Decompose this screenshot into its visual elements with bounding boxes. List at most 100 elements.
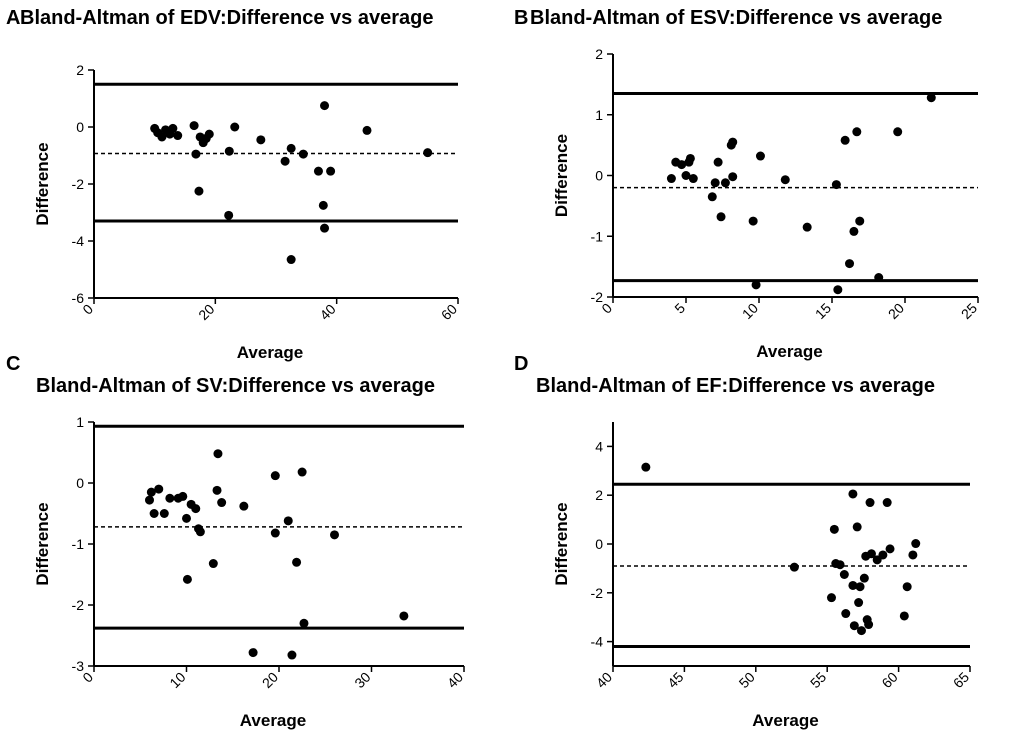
data-point: [191, 149, 201, 159]
x-axis-label: Average: [756, 342, 822, 361]
data-point: [839, 570, 849, 579]
data-point: [902, 582, 912, 592]
data-point: [159, 509, 169, 518]
y-axis-label: Difference: [33, 142, 52, 225]
x-axis-label: Average: [752, 711, 818, 730]
data-point: [716, 212, 726, 222]
data-point: [423, 148, 433, 158]
data-point: [852, 127, 862, 137]
data-point: [878, 550, 888, 560]
panel-b: B Bland-Altman of ESV:Difference vs avera…: [514, 7, 980, 361]
data-point: [239, 501, 249, 511]
data-point: [182, 513, 191, 523]
data-point: [855, 582, 865, 592]
data-point: [292, 557, 302, 567]
data-point: [864, 620, 874, 630]
x-tick-label: 40: [593, 669, 615, 691]
data-point: [845, 259, 855, 269]
data-point: [688, 174, 698, 184]
data-point: [182, 574, 192, 584]
data-point: [899, 611, 909, 621]
data-point: [728, 172, 738, 182]
data-point: [224, 146, 234, 156]
data-point: [831, 180, 841, 190]
data-point: [874, 273, 884, 283]
x-tick-label: 60: [438, 301, 460, 323]
data-point: [204, 129, 214, 139]
data-point: [212, 485, 222, 495]
data-point: [146, 487, 156, 497]
data-point: [826, 593, 836, 603]
data-point: [149, 509, 159, 518]
data-point: [145, 495, 154, 505]
data-point: [854, 598, 864, 608]
data-point: [852, 522, 862, 532]
x-tick-label: 10: [739, 300, 761, 322]
data-point: [213, 449, 223, 459]
data-point: [320, 223, 330, 233]
x-tick-label: 20: [259, 669, 281, 691]
y-tick-label: 0: [76, 119, 84, 135]
y-axis-label: Difference: [552, 134, 571, 217]
panel-letter: A: [6, 7, 20, 29]
data-point: [865, 498, 875, 508]
y-tick-label: -3: [72, 658, 85, 674]
data-point: [859, 573, 869, 583]
data-point: [840, 135, 850, 145]
panel-a: A Bland-Altman of EDV:Difference vs avera…: [6, 7, 460, 362]
y-tick-label: -2: [72, 176, 85, 192]
x-tick-label: 60: [878, 669, 900, 691]
data-point: [751, 280, 761, 290]
data-point: [173, 131, 183, 141]
data-point: [283, 516, 293, 526]
data-point: [318, 200, 328, 210]
y-tick-label: 1: [76, 414, 84, 430]
data-point: [208, 559, 218, 569]
data-point: [707, 192, 717, 202]
data-point: [641, 462, 651, 472]
y-tick-label: -2: [591, 289, 604, 305]
data-point: [802, 222, 812, 232]
data-point: [848, 580, 858, 590]
data-point: [326, 166, 336, 176]
y-tick-label: -6: [72, 290, 85, 306]
data-point: [154, 484, 164, 494]
chart-title: Bland-Altman of SV:Difference vs average: [36, 375, 435, 397]
chart-title: Bland-Altman of ESV:Difference vs averag…: [530, 7, 942, 29]
data-point: [280, 156, 290, 166]
data-point: [728, 137, 738, 147]
data-point: [194, 186, 204, 196]
y-tick-label: 0: [595, 168, 603, 184]
data-point: [841, 609, 851, 619]
y-tick-label: 2: [595, 487, 603, 503]
data-point: [855, 216, 865, 226]
data-point: [330, 530, 339, 540]
data-point: [168, 123, 178, 133]
y-axis-label: Difference: [33, 502, 52, 585]
y-tick-label: 1: [595, 107, 603, 123]
data-point: [270, 528, 280, 538]
data-point: [178, 491, 188, 501]
data-point: [908, 550, 918, 560]
data-point: [677, 160, 687, 170]
data-point: [248, 648, 258, 658]
data-point: [320, 101, 330, 111]
data-point: [165, 493, 175, 503]
data-point: [287, 650, 297, 660]
y-tick-label: -4: [591, 634, 604, 650]
data-point: [848, 489, 858, 499]
x-tick-label: 30: [351, 669, 373, 691]
y-tick-label: -1: [591, 228, 604, 244]
x-tick-label: 40: [316, 301, 338, 323]
y-tick-label: -2: [591, 585, 604, 601]
data-point: [893, 127, 903, 137]
panel-letter: D: [514, 353, 528, 375]
panel-d: D Bland-Altman of EF:Difference vs averag…: [514, 353, 972, 730]
chart-title: Bland-Altman of EF:Difference vs average: [536, 375, 935, 397]
data-point: [849, 621, 859, 631]
data-point: [882, 498, 892, 508]
data-point: [829, 524, 839, 534]
data-point: [362, 125, 372, 135]
chart-title: Bland-Altman of EDV:Difference vs averag…: [20, 7, 433, 29]
x-tick-label: 55: [807, 669, 829, 691]
